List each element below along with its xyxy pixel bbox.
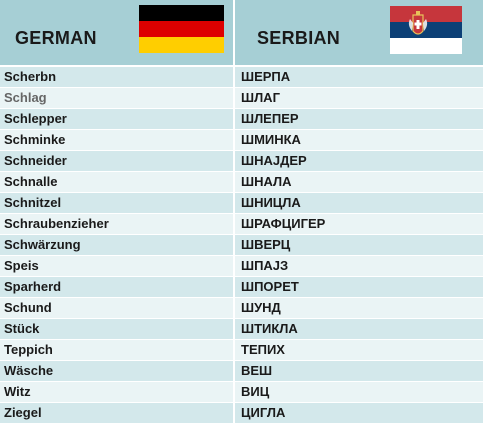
serbian-word: ШЛАГ — [235, 88, 483, 108]
serbian-word: ШМИНКА — [235, 130, 483, 150]
serbian-word: ШПАЈЗ — [235, 256, 483, 276]
serbia-coat-of-arms — [408, 11, 428, 35]
table-row: Witz ВИЦ — [0, 381, 483, 402]
german-word: Schneider — [0, 151, 233, 171]
table-row: Schlag ШЛАГ — [0, 87, 483, 108]
german-word: Scherbn — [0, 67, 233, 87]
serbian-word: ТЕПИХ — [235, 340, 483, 360]
table-row: Schneider ШНАЈДЕР — [0, 150, 483, 171]
serbian-word: ШЕРПА — [235, 67, 483, 87]
german-word: Schnitzel — [0, 193, 233, 213]
table-row: Schwärzung ШВЕРЦ — [0, 234, 483, 255]
german-word: Ziegel — [0, 403, 233, 423]
serbian-word: ШРАФЦИГЕР — [235, 214, 483, 234]
german-word: Stück — [0, 319, 233, 339]
german-word: Schminke — [0, 130, 233, 150]
german-word: Sparherd — [0, 277, 233, 297]
serbian-word: ВИЦ — [235, 382, 483, 402]
serbian-word: ШТИКЛА — [235, 319, 483, 339]
german-word: Schlag — [0, 88, 233, 108]
serbian-word: ШПОРЕТ — [235, 277, 483, 297]
table-row: Stück ШТИКЛА — [0, 318, 483, 339]
german-word: Schund — [0, 298, 233, 318]
serbian-word: ШЛЕПЕР — [235, 109, 483, 129]
serbian-word: ВЕШ — [235, 361, 483, 381]
german-word: Witz — [0, 382, 233, 402]
table-row: Speis ШПАЈЗ — [0, 255, 483, 276]
germany-flag-icon — [139, 5, 224, 53]
table-row: Sparherd ШПОРЕТ — [0, 276, 483, 297]
table-row: Ziegel ЦИГЛА — [0, 402, 483, 423]
table-row: Wäsche ВЕШ — [0, 360, 483, 381]
table-row: Schminke ШМИНКА — [0, 129, 483, 150]
table-row: Schlepper ШЛЕПЕР — [0, 108, 483, 129]
german-word: Speis — [0, 256, 233, 276]
german-header-title: GERMAN — [15, 28, 97, 48]
german-word: Schraubenzieher — [0, 214, 233, 234]
serbian-word: ШНАЛА — [235, 172, 483, 192]
serbian-word: ШУНД — [235, 298, 483, 318]
german-word: Teppich — [0, 340, 233, 360]
table-row: Schund ШУНД — [0, 297, 483, 318]
table-header: GERMAN SERBIAN — [0, 0, 483, 65]
serbian-header-title: SERBIAN — [257, 28, 341, 48]
german-word: Schwärzung — [0, 235, 233, 255]
german-word: Schnalle — [0, 172, 233, 192]
serbian-word: ШНИЦЛА — [235, 193, 483, 213]
table-row: Schnitzel ШНИЦЛА — [0, 192, 483, 213]
table-row: Schnalle ШНАЛА — [0, 171, 483, 192]
table-body: Scherbn ШЕРПА Schlag ШЛАГ Schlepper ШЛЕПЕР Sch… — [0, 65, 483, 423]
german-word: Schlepper — [0, 109, 233, 129]
table-row: Teppich ТЕПИХ — [0, 339, 483, 360]
table-row: Scherbn ШЕРПА — [0, 65, 483, 87]
serbian-header-cell: SERBIAN — [235, 0, 483, 65]
german-header-cell: GERMAN — [0, 0, 233, 65]
serbian-word: ЦИГЛА — [235, 403, 483, 423]
serbia-flag-icon — [390, 6, 462, 54]
serbian-word: ШВЕРЦ — [235, 235, 483, 255]
german-word: Wäsche — [0, 361, 233, 381]
serbian-word: ШНАЈДЕР — [235, 151, 483, 171]
table-row: Schraubenzieher ШРАФЦИГЕР — [0, 213, 483, 234]
